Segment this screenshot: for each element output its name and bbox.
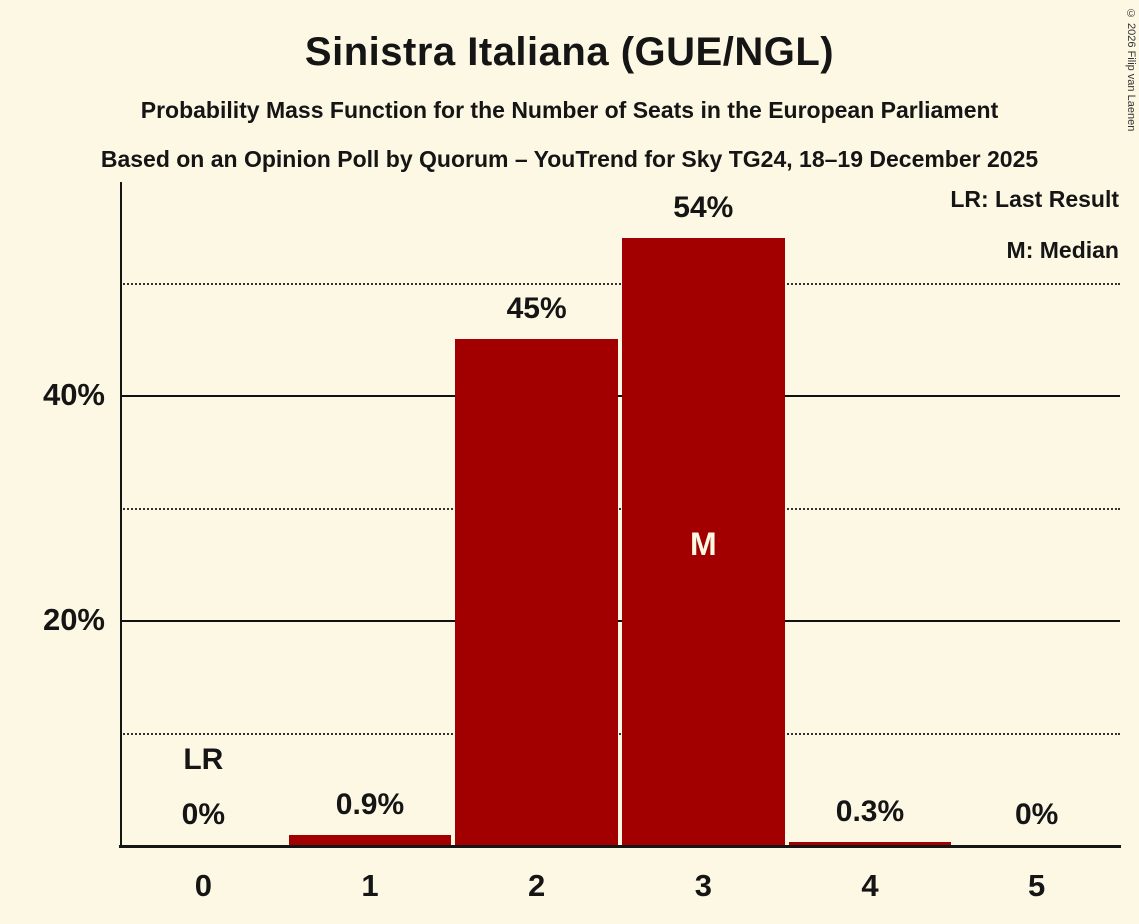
bar-seats-3: [622, 237, 785, 845]
legend-median: M: Median: [1006, 237, 1119, 263]
chart-title: Sinistra Italiana (GUE/NGL): [304, 30, 835, 74]
copyright-note: © 2026 Filip van Laenen: [1125, 8, 1137, 132]
bar-seats-4: [788, 841, 952, 845]
gridline-dotted: [120, 507, 1120, 510]
bar-value-label: 54%: [673, 190, 734, 224]
gridline-dotted: [120, 282, 1120, 285]
chart-subtitle: Probability Mass Function for the Number…: [140, 97, 999, 123]
chart-legend: LR: Last Result M: Median: [950, 186, 1119, 288]
median-marker: M: [690, 526, 717, 563]
y-tick-label: 40%: [42, 377, 105, 412]
x-tick-label: 3: [694, 868, 712, 903]
bar-value-label: 0.3%: [835, 794, 905, 828]
legend-last-result: LR: Last Result: [950, 186, 1119, 212]
y-tick-label: 20%: [42, 602, 105, 637]
x-tick-label: 5: [1028, 868, 1046, 903]
x-axis-line: [119, 845, 1121, 848]
bar-value-label: 0.9%: [335, 787, 405, 821]
gridline-dotted: [120, 732, 1120, 735]
bar-value-label: 0%: [1014, 798, 1059, 831]
bar-seats-2: [455, 338, 618, 845]
x-tick-label: 1: [361, 868, 379, 903]
gridline-solid: [120, 620, 1120, 622]
bar-value-label: 0%: [181, 798, 225, 831]
gridline-solid: [120, 395, 1120, 397]
y-axis-line: [120, 182, 122, 845]
x-tick-label: 4: [861, 868, 879, 903]
bar-seats-1: [288, 834, 452, 845]
x-tick-label: 2: [528, 868, 546, 903]
chart-source-line: Based on an Opinion Poll by Quorum – You…: [100, 146, 1039, 172]
bar-value-label: 45%: [506, 291, 567, 325]
x-tick-label: 0: [194, 868, 212, 903]
last-result-marker: LR: [183, 743, 224, 776]
